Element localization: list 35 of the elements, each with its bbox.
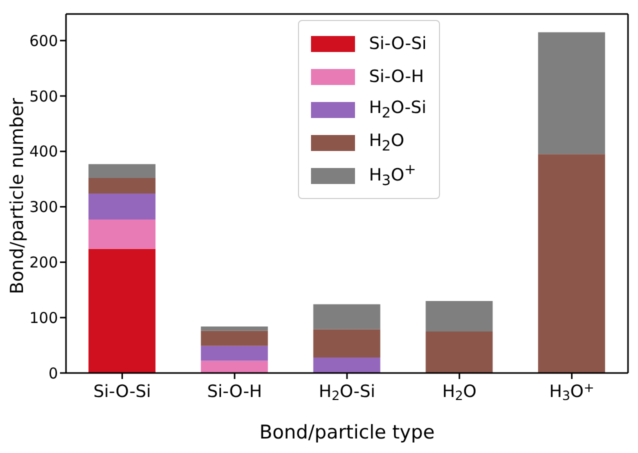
- bar: [538, 154, 606, 373]
- bar: [88, 248, 156, 373]
- bar: [88, 194, 156, 220]
- x-tick-label: H$_{2}$O: [442, 382, 477, 404]
- legend-label: Si-O-Si: [369, 34, 427, 54]
- bar: [426, 331, 493, 373]
- bar: [313, 329, 380, 358]
- legend-label: H$_{2}$O: [369, 130, 404, 154]
- y-tick-label: 200: [29, 254, 58, 272]
- bar: [88, 220, 156, 249]
- legend-label: H$_{3}$O$^{+}$: [369, 162, 416, 190]
- bar: [200, 330, 268, 346]
- x-tick-label: Si-O-H: [207, 382, 262, 402]
- bar: [426, 300, 493, 332]
- y-tick-label: 300: [29, 198, 58, 216]
- bar: [200, 326, 268, 331]
- bar: [88, 164, 156, 178]
- legend-label: Si-O-H: [369, 66, 424, 86]
- x-axis-title: Bond/particle type: [259, 421, 435, 444]
- x-tick-label: Si-O-Si: [93, 382, 152, 402]
- bar: [88, 178, 156, 194]
- bar: [313, 304, 380, 330]
- bar: [200, 360, 268, 373]
- y-tick-label: 100: [29, 308, 58, 327]
- y-tick-label: 0: [48, 364, 58, 382]
- y-tick-label: 500: [29, 87, 58, 106]
- bar: [200, 346, 268, 361]
- bar: [313, 357, 380, 373]
- x-tick-label: H$_{2}$O-Si: [318, 382, 376, 404]
- y-tick-label: 400: [29, 142, 58, 161]
- y-tick-label: 600: [29, 32, 58, 50]
- legend-label: H$_{2}$O-Si: [369, 98, 426, 122]
- bar: [538, 32, 606, 154]
- x-tick-label: H$_{3}$O$^{+}$: [549, 381, 594, 404]
- y-axis-title: Bond/particle number: [7, 97, 28, 294]
